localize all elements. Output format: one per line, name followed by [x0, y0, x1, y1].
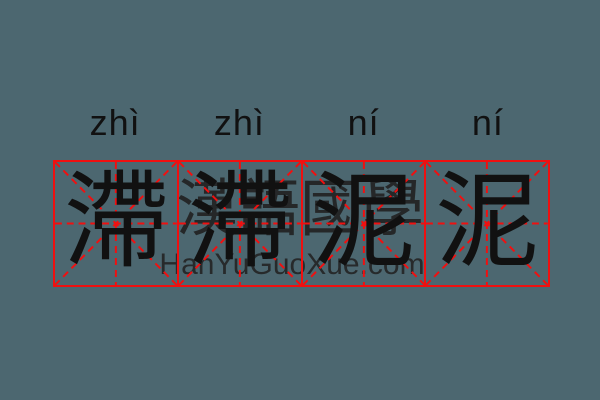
- hanzi-character: 泥: [311, 159, 416, 282]
- cell-guides: [426, 162, 548, 285]
- cell-guides: [302, 162, 425, 285]
- pinyin-label: zhì: [89, 102, 141, 143]
- hanzi-character: 泥: [435, 159, 540, 282]
- pinyin-label: zhì: [213, 102, 265, 143]
- hanzi-character: 滯: [63, 159, 168, 282]
- pinyin-label: ní: [471, 102, 504, 143]
- tianzige-cell: 滯: [55, 162, 179, 285]
- watermark-cjk: 漢語國學: [175, 172, 424, 245]
- hanzi-character: 滯: [187, 159, 292, 282]
- pinyin-row: zhì zhì ní ní: [53, 100, 550, 146]
- tianzige-cell: 泥: [302, 159, 427, 285]
- cell-guides: [178, 162, 301, 285]
- tianzige-cell: 滯: [178, 159, 303, 285]
- pinyin-label: ní: [347, 102, 380, 143]
- tianzige-cell: 泥: [426, 162, 548, 285]
- cell-guides: [55, 162, 177, 285]
- tianzige-grid: 滯 滯 泥: [53, 160, 550, 287]
